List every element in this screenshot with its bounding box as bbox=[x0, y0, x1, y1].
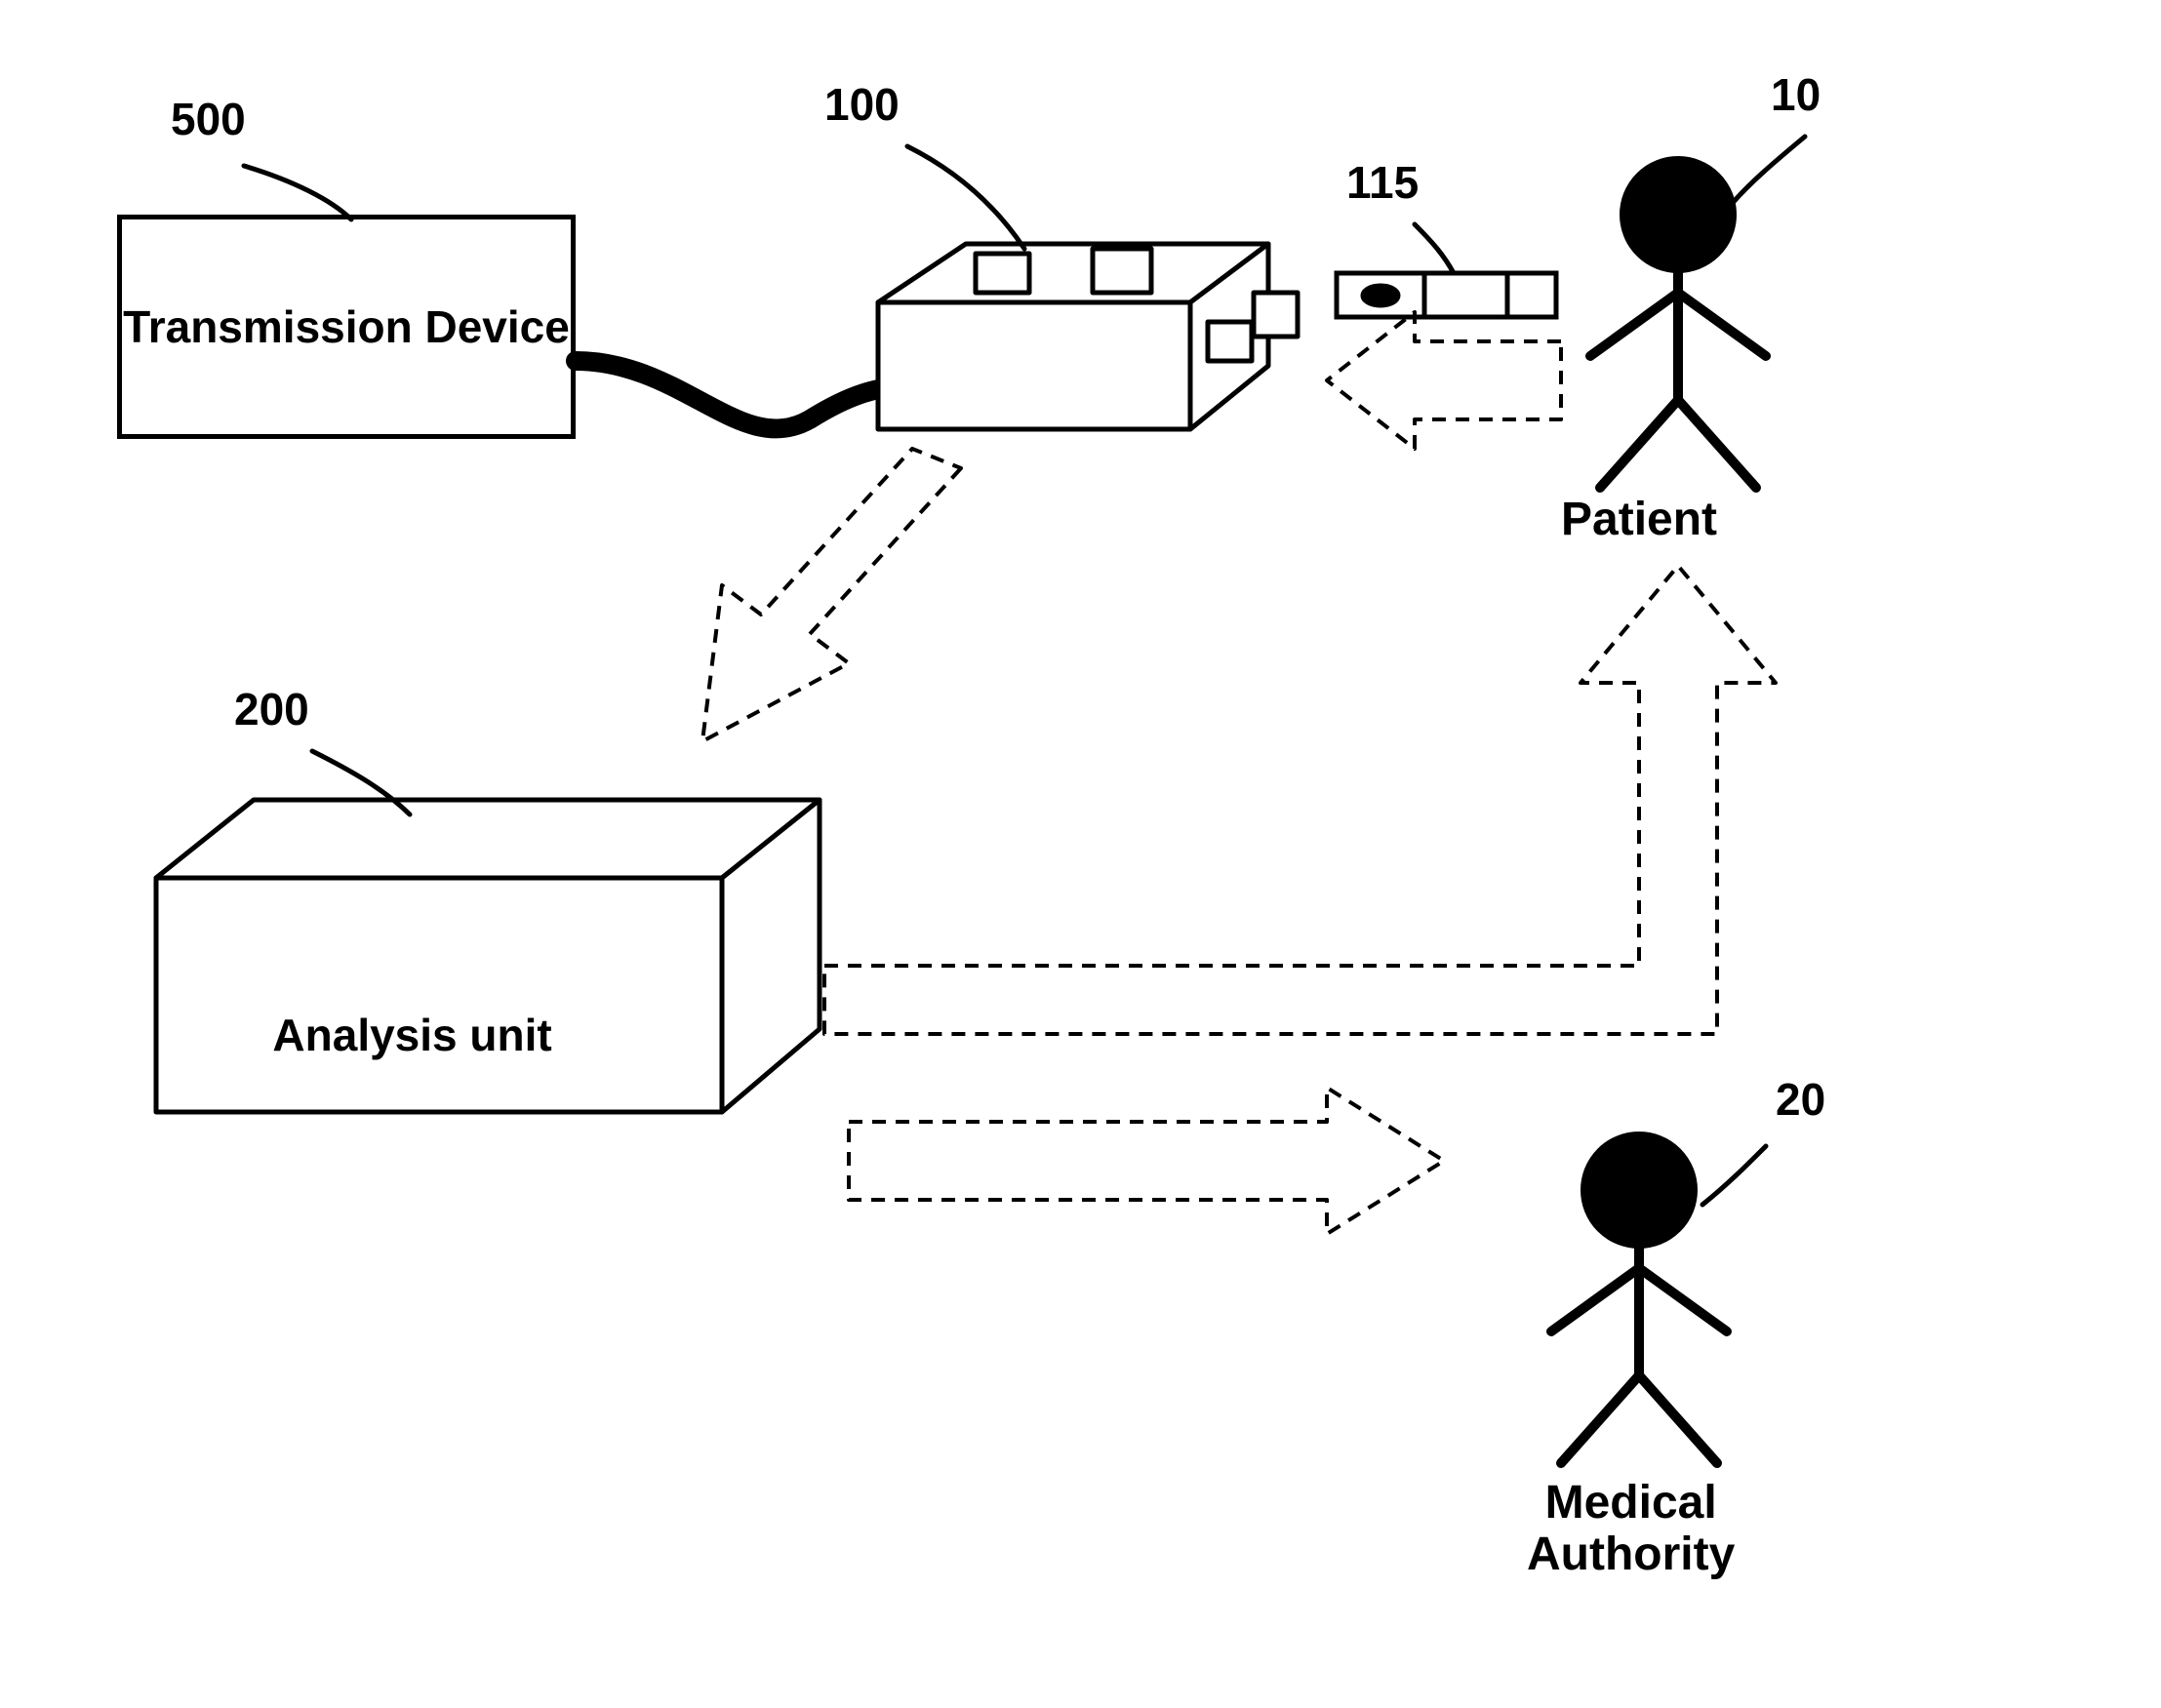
patient-text: Patient bbox=[1561, 493, 1717, 546]
arrow-patient-to-device bbox=[1327, 312, 1561, 449]
diagram-stage: Transmission Device bbox=[0, 0, 2161, 1708]
ref-10: 10 bbox=[1771, 68, 1821, 121]
patient-figure bbox=[1590, 161, 1766, 488]
arrow-device-to-analysis bbox=[702, 449, 961, 741]
ref-20: 20 bbox=[1776, 1073, 1825, 1126]
arrow-analysis-to-patient bbox=[824, 566, 1776, 1034]
analysis-label: Analysis unit bbox=[224, 956, 552, 1114]
cable bbox=[576, 361, 917, 428]
ref-200: 200 bbox=[234, 683, 309, 735]
ref-500: 500 bbox=[171, 93, 246, 145]
slide-115 bbox=[1337, 273, 1556, 317]
arrow-analysis-to-medical bbox=[849, 1088, 1444, 1234]
medical-figure bbox=[1551, 1136, 1727, 1463]
ref-115: 115 bbox=[1346, 156, 1419, 209]
device-100 bbox=[878, 244, 1298, 429]
diagram-svg bbox=[0, 0, 2161, 1708]
ref-100: 100 bbox=[824, 78, 900, 131]
medical-text: Medical Authority bbox=[1527, 1478, 1735, 1581]
